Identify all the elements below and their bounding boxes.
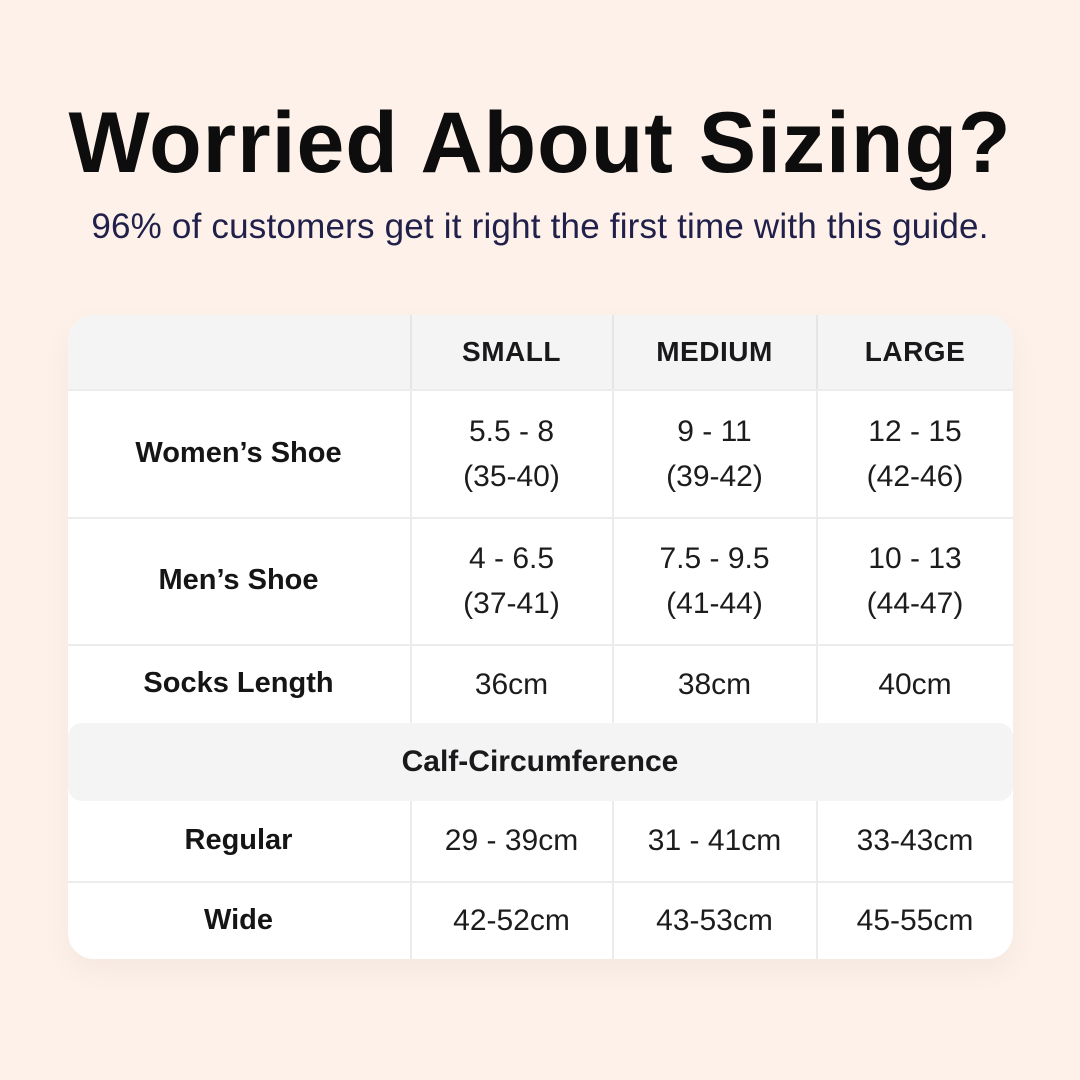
row-label-mens-shoe: Men’s Shoe — [158, 564, 319, 597]
row-label-socks-length: Socks Length — [143, 667, 334, 700]
header-cell-large: LARGE — [815, 314, 1013, 389]
cell-mens-small: 4 - 6.5 (37-41) — [409, 518, 612, 644]
table-row-wide: Wide 42-52cm 43-53cm 45-55cm — [68, 882, 1013, 959]
cell-womens-small: 5.5 - 8 (35-40) — [409, 390, 612, 517]
value-primary: 33-43cm — [856, 824, 974, 858]
value-secondary: (35-40) — [463, 459, 560, 493]
value-secondary: (37-41) — [463, 587, 560, 621]
page-subtitle: 96% of customers get it right the first … — [91, 206, 989, 246]
value-primary: 5.5 - 8 — [468, 414, 555, 448]
value-secondary: (41-44) — [666, 587, 763, 621]
header-cell-empty — [68, 315, 410, 389]
value-secondary: (44-47) — [866, 587, 964, 621]
table-row-socks-length: Socks Length 36cm 38cm 40cm — [68, 645, 1013, 723]
value-primary: 7.5 - 9.5 — [659, 542, 770, 576]
row-label-womens-shoe: Women’s Shoe — [135, 436, 342, 469]
cell-wide-small: 42-52cm — [409, 882, 612, 959]
cell-wide-large: 45-55cm — [815, 882, 1013, 959]
cell-regular-large: 33-43cm — [815, 800, 1013, 881]
row-label-regular: Regular — [184, 823, 293, 856]
table-row-womens-shoe: Women’s Shoe 5.5 - 8 (35-40) 9 - 11 (39-… — [67, 390, 1013, 519]
value-primary: 43-53cm — [656, 904, 773, 938]
cell-regular-medium: 31 - 41cm — [611, 800, 816, 881]
cell-wide-medium: 43-53cm — [611, 882, 816, 959]
cell-mens-medium: 7.5 - 9.5 (41-44) — [611, 518, 816, 644]
value-secondary: (39-42) — [666, 459, 763, 493]
header-cell-medium: MEDIUM — [611, 314, 816, 389]
cell-socks-small: 36cm — [409, 645, 612, 723]
cell-mens-large: 10 - 13 (44-47) — [815, 518, 1013, 644]
page-title: Worried About Sizing? — [68, 95, 1012, 191]
value-primary: 40cm — [878, 667, 952, 701]
section-header-calf-circumference: Calf-Circumference — [67, 722, 1013, 801]
header-cell-small: SMALL — [409, 314, 612, 389]
cell-womens-large: 12 - 15 (42-46) — [815, 390, 1013, 517]
value-secondary: (42-46) — [866, 459, 964, 493]
value-primary: 29 - 39cm — [444, 824, 579, 858]
value-primary: 9 - 11 — [677, 414, 752, 448]
value-primary: 42-52cm — [453, 904, 570, 938]
cell-socks-medium: 38cm — [611, 645, 816, 723]
table-row-mens-shoe: Men’s Shoe 4 - 6.5 (37-41) 7.5 - 9.5 (41… — [67, 518, 1013, 646]
value-primary: 36cm — [474, 667, 549, 701]
table-row-regular: Regular 29 - 39cm 31 - 41cm 33-43cm — [67, 800, 1013, 883]
value-primary: 38cm — [677, 667, 752, 701]
value-primary: 12 - 15 — [868, 414, 962, 448]
value-primary: 45-55cm — [856, 904, 974, 938]
value-primary: 10 - 13 — [868, 542, 962, 576]
row-label-wide: Wide — [203, 903, 274, 936]
value-primary: 4 - 6.5 — [468, 542, 555, 576]
size-chart-table: SMALL MEDIUM LARGE Women’s Shoe 5.5 - 8 … — [67, 314, 1013, 959]
value-primary: 31 - 41cm — [647, 824, 782, 858]
cell-socks-large: 40cm — [815, 645, 1013, 723]
cell-regular-small: 29 - 39cm — [409, 800, 612, 881]
cell-womens-medium: 9 - 11 (39-42) — [611, 390, 816, 517]
table-header-row: SMALL MEDIUM LARGE — [67, 314, 1013, 391]
